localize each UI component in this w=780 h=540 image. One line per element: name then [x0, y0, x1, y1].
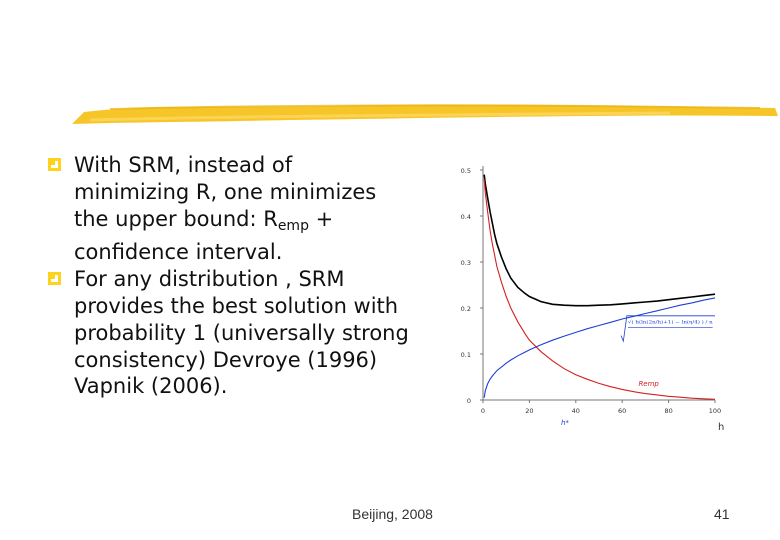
- srm-bound-chart: 0 0.1 0.2 0.3 0.4 0.5 0 20 40 60 80 100 h* h Remp √( h(…: [461, 166, 724, 433]
- x-tick-label: 20: [525, 407, 533, 415]
- x-tick-label: 0: [481, 407, 485, 415]
- x-axis-label-hstar: h*: [561, 419, 569, 427]
- title-brush-stroke: [72, 104, 778, 124]
- x-axis-label-h: h: [718, 422, 724, 433]
- y-tick-label: 0.2: [461, 305, 471, 313]
- x-tick-label: 80: [664, 407, 672, 415]
- bullet-list: With SRM, instead of minimizing R, one m…: [48, 152, 428, 400]
- series-line-remp: [483, 179, 716, 400]
- bullet-marker-icon: [48, 272, 61, 286]
- formula-radical: [620, 315, 715, 343]
- bullet-distribution: For any distribution , SRM provides the …: [48, 266, 428, 400]
- y-tick-label: 0.1: [461, 351, 471, 359]
- bullet-marker-icon: [48, 158, 61, 171]
- footer-location: Beijing, 2008: [352, 506, 433, 522]
- formula-text: √( h(ln(2n/h)+1) − ln(η/4) ) / n: [628, 319, 713, 326]
- x-tick-label: 100: [709, 407, 721, 415]
- y-tick-label: 0.4: [461, 213, 471, 221]
- x-tick-label: 40: [572, 407, 580, 415]
- page-number: 41: [714, 506, 730, 522]
- bullet-srm: With SRM, instead of minimizing R, one m…: [48, 152, 428, 266]
- x-tick-label: 60: [618, 407, 626, 415]
- series-line-total: [483, 174, 716, 307]
- confidence-formula-label: √( h(ln(2n/h)+1) − ln(η/4) ) / n: [620, 315, 715, 343]
- y-tick-label: 0.3: [461, 259, 471, 267]
- y-tick-label: 0: [467, 397, 471, 405]
- y-tick-label: 0.5: [461, 167, 471, 175]
- series-line-confidence: [483, 297, 716, 398]
- remp-curve-label: Remp: [638, 380, 659, 388]
